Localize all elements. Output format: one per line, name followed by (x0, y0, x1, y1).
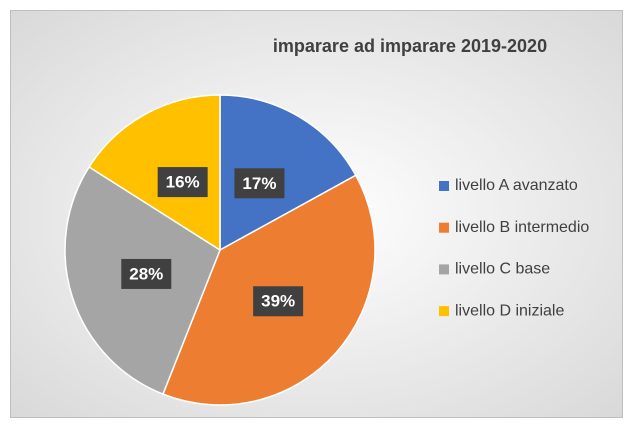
pie-slice (88, 94, 221, 252)
data-label-box (157, 167, 208, 198)
legend-swatch (439, 264, 449, 275)
legend-swatch (439, 306, 449, 317)
data-label: 16% (166, 173, 200, 192)
pie-slice (219, 94, 357, 252)
data-label-box (121, 258, 172, 289)
data-label: 17% (242, 174, 276, 193)
legend-swatch (439, 222, 449, 233)
data-label: 28% (129, 264, 163, 283)
data-label-box (253, 286, 304, 317)
chart-title: imparare ad imparare 2019-2020 (273, 36, 547, 56)
legend-label: livello C base (455, 261, 550, 278)
legend-label: livello B intermedio (455, 219, 589, 236)
legend-swatch (439, 181, 449, 191)
legend-label: livello D iniziale (455, 302, 564, 319)
data-label-box (234, 168, 285, 199)
legend-label: livello A avanzato (455, 177, 578, 194)
data-label: 39% (261, 292, 295, 311)
